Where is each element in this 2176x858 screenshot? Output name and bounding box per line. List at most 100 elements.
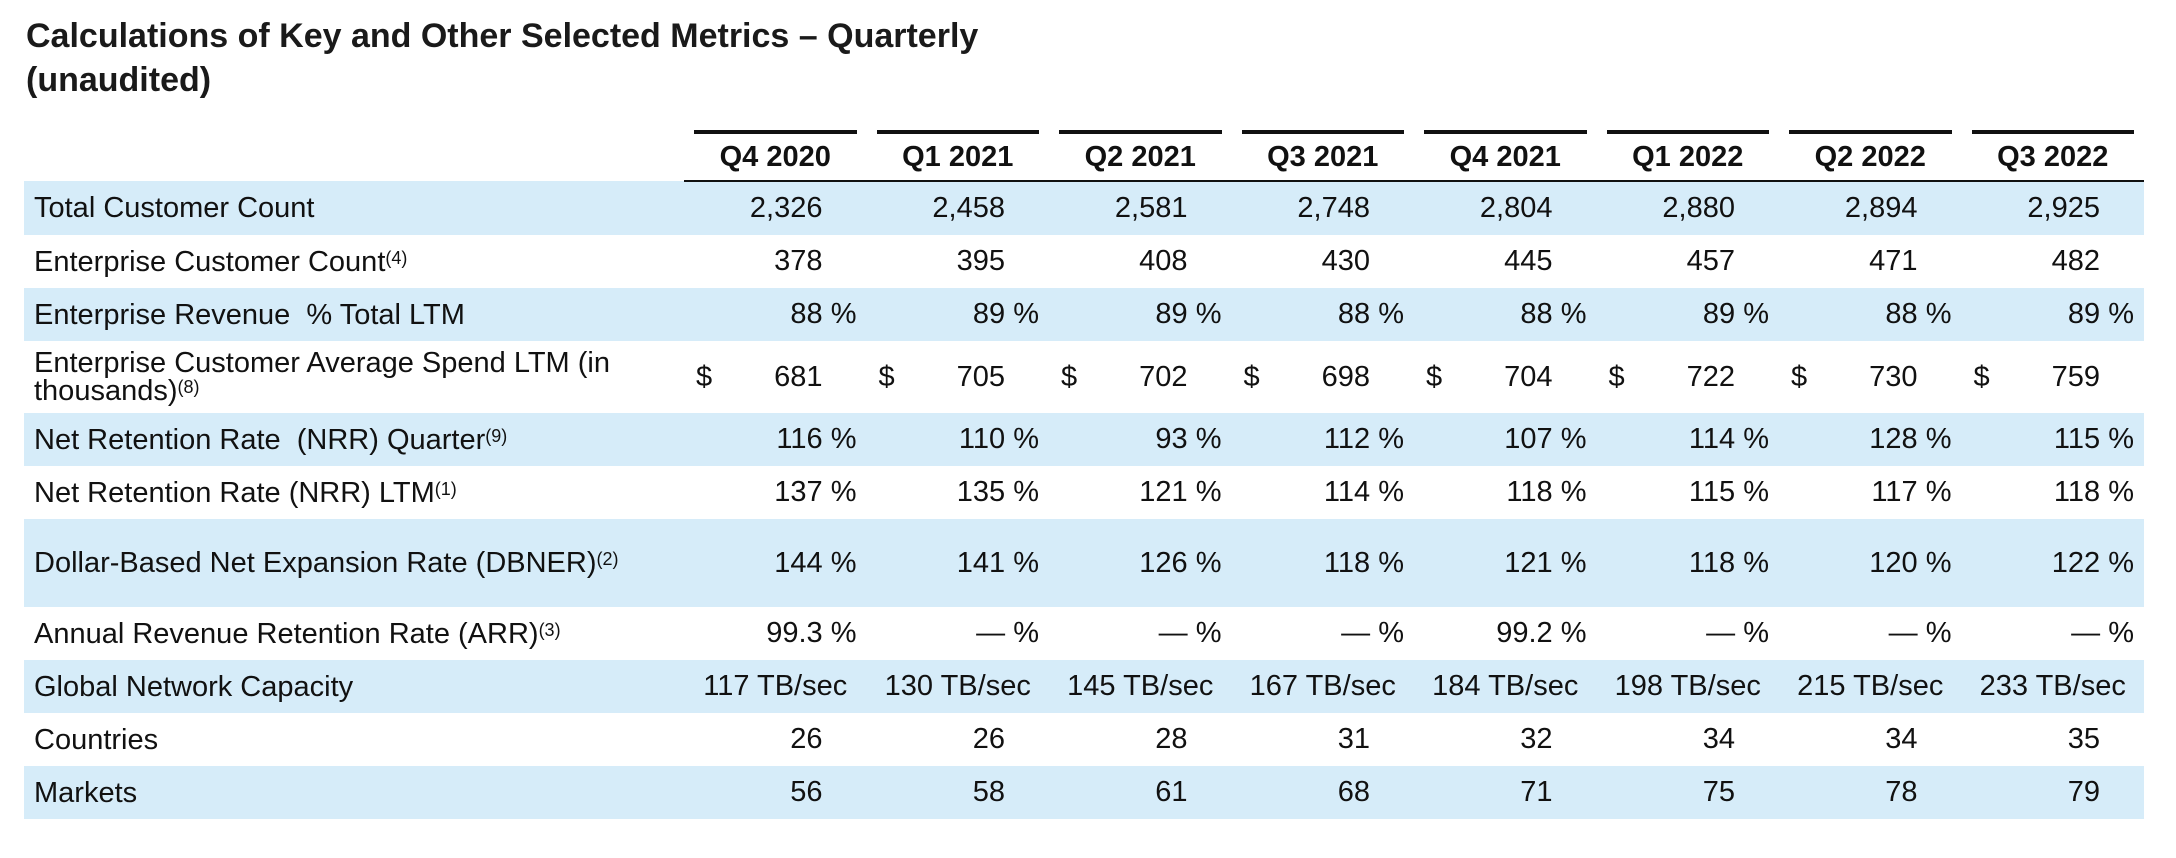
table-row: Total Customer Count 2,326 2,458 2,581 2… [24,181,2144,235]
table-cell: 89 % [1596,288,1779,341]
table-cell: — % [1158,617,1222,649]
cell-text: Net Retention Rate (NRR) Quarter [34,423,486,456]
table-cell: 56 [684,766,867,819]
column-header: Q1 2021 [866,130,1049,182]
cell-text: $ [1426,360,1443,393]
table-row: Markets 56 58 61 68 71 75 78 79 [24,766,2144,819]
table-cell: 26 [790,723,823,755]
table-cell: 114 % [1596,413,1779,466]
column-header: Q3 2022 [1961,130,2144,182]
column-header: Q3 2021 [1231,130,1414,182]
row-label: Net Retention Rate (NRR) LTM(1) [24,466,684,519]
table-row: Countries 26 26 28 31 32 34 34 35 [24,713,2144,766]
table-cell: 99.2 % [1496,617,1587,649]
table-cell: 184 TB/sec [1414,660,1597,713]
footnote-marker: (1) [434,478,457,499]
cell-text: Markets [34,776,138,809]
cell-text: 704 [1504,360,1553,393]
table-cell: $730 [1779,341,1962,413]
cell-text: thousands)(8) [34,377,684,406]
cell-text: Global Network Capacity [34,670,354,703]
table-row: Net Retention Rate (NRR) Quarter(9) 116 … [24,413,2144,466]
table-cell: $702 [1049,341,1232,413]
cell-text: Q4 2021 [1424,130,1587,180]
table-cell: $722 [1597,341,1780,413]
cell-text: Total Customer Count [34,192,315,224]
table-cell: — % [1706,617,1769,649]
header-blank [24,130,684,181]
table-cell: 89 % [866,288,1049,341]
table-cell: 128 % [1779,413,1962,466]
cell-text: Enterprise Revenue % Total LTM [34,298,465,331]
table-cell: 88 % [684,288,867,341]
table-cell: 408 [1139,245,1188,277]
cell-text: 705 [956,360,1005,393]
footnote-marker: (2) [596,549,619,569]
cell-text: 730 [1869,360,1918,393]
cell-text: Dollar-Based Net Expansion Rate (DBNER) [34,547,597,579]
cell-text: Q2 2021 [1059,130,1222,180]
table-cell: 2,326 [684,181,867,235]
cell-text: Countries [34,723,159,756]
table-cell: 93 % [1049,413,1232,466]
title-line-1: Calculations of Key and Other Selected M… [26,17,979,55]
table-cell: 32 [1520,723,1553,755]
table-cell: 71 [1414,766,1597,819]
cell-text: Enterprise Customer Average Spend LTM (i… [34,347,610,379]
table-cell: 2,748 [1231,181,1414,235]
page-title: Calculations of Key and Other Selected M… [26,14,978,102]
table-cell: 122 % [1961,519,2144,607]
column-header: Q4 2020 [684,130,867,182]
table-cell: 137 % [774,476,857,508]
table-cell: 28 [1155,723,1188,755]
row-label: Countries [24,713,684,766]
table-cell: 2,458 [866,181,1049,235]
footnote-marker: (8) [177,377,200,397]
table-cell: 167 TB/sec [1231,660,1414,713]
table-cell: 130 TB/sec [866,660,1049,713]
header-row: Q4 2020 Q1 2021 Q2 2021 Q3 2021 Q4 2021 … [24,130,2144,182]
table-cell: 118 % [1231,519,1414,607]
title-line-2: (unaudited) [26,61,212,99]
column-header: Q1 2022 [1596,130,1779,182]
table-cell: 2,804 [1414,181,1597,235]
table-cell: 116 % [684,413,867,466]
row-label: Annual Revenue Retention Rate (ARR)(3) [24,607,684,660]
cell-text: 722 [1686,360,1735,393]
table-cell: 445 [1504,245,1553,277]
table-cell: 215 TB/sec [1779,660,1962,713]
table-cell: 126 % [1049,519,1232,607]
table-cell: 34 [1702,723,1735,755]
row-label: Enterprise Customer Average Spend LTM (i… [24,341,684,413]
table-cell: 115 % [1961,413,2144,466]
table-cell: 117 % [1871,476,1952,508]
table-cell: 2,925 [1961,181,2144,235]
footnote-marker: (9) [485,425,508,446]
table-row: Enterprise Customer Average Spend LTM (i… [24,341,2144,413]
table-cell: 2,880 [1596,181,1779,235]
table-cell: — % [1888,617,1952,649]
row-label: Total Customer Count [24,181,684,235]
cell-text: 702 [1139,360,1188,393]
cell-text: $ [696,360,713,393]
table-row: Annual Revenue Retention Rate (ARR)(3) 9… [24,607,2144,660]
table-cell: $704 [1414,341,1597,413]
table-cell: 2,894 [1779,181,1962,235]
cell-text: $ [1608,360,1625,393]
table-cell: 121 % [1139,476,1222,508]
table-cell: 457 [1686,245,1735,277]
cell-text: Q1 2022 [1606,130,1769,180]
table-cell: 115 % [1688,476,1769,508]
cell-text: 681 [774,360,823,393]
footnote-marker: (3) [538,619,561,640]
row-label: Enterprise Revenue % Total LTM [24,288,684,341]
cell-text: Q3 2022 [1971,130,2134,180]
table-cell: 198 TB/sec [1596,660,1779,713]
cell-text: $ [878,360,895,393]
row-label: Markets [24,766,684,819]
table-cell: 135 % [956,476,1039,508]
row-label: Dollar-Based Net Expansion Rate (DBNER)(… [24,519,684,607]
footnote-marker: (4) [385,247,408,268]
table-cell: 378 [774,245,823,277]
row-label: Net Retention Rate (NRR) Quarter(9) [24,413,684,466]
